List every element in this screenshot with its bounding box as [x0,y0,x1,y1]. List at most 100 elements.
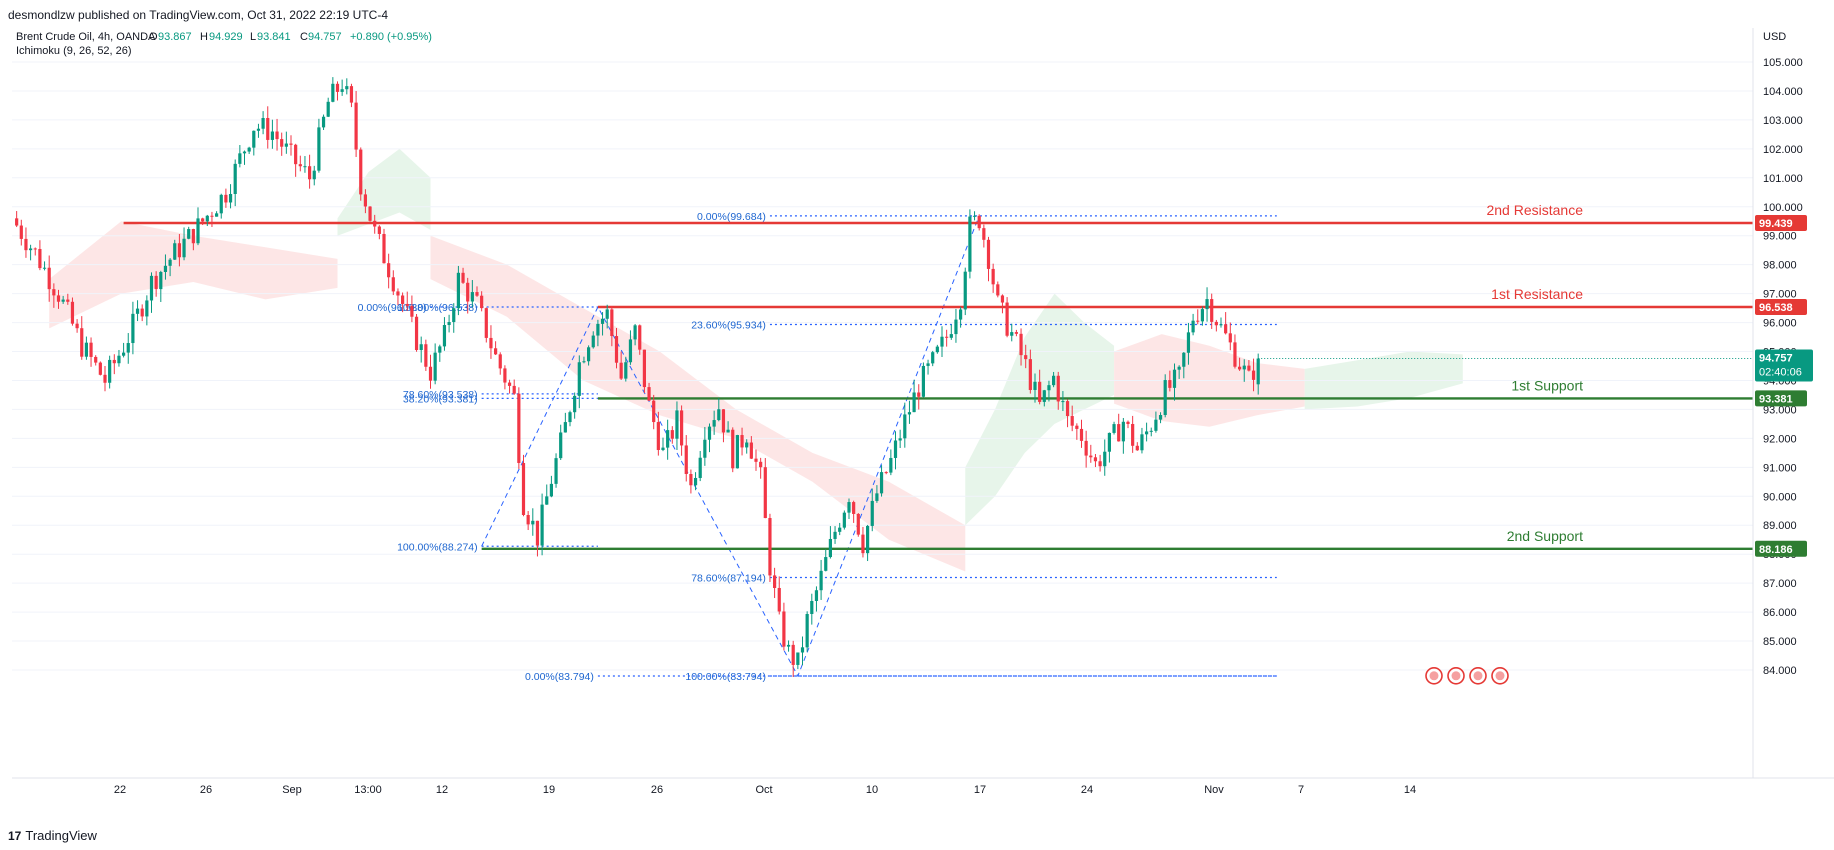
candle-body [461,272,465,283]
candle [298,155,302,172]
candle-body [122,352,126,356]
fib-level-label: 78.60%(87.194) [691,573,766,585]
fib-level-label: 38.20%(93.381) [403,393,478,405]
candle [98,361,102,376]
candle-body [140,308,144,317]
candle-body [1256,358,1260,385]
candle-body [940,336,944,347]
candle-body [1233,342,1237,367]
published-text: desmondlzw published on TradingView.com,… [8,8,388,22]
candle-body [56,295,61,302]
candle-body [98,362,102,375]
chart-area[interactable]: 0.00%(99.684) 23.60%(95.934) 78.60%(87.194… [0,28,1834,814]
candle-body [991,268,995,285]
price-chart[interactable]: 0.00%(99.684) 23.60%(95.934) 78.60%(87.194… [0,28,1834,814]
candle [131,301,135,355]
candle [1103,439,1107,476]
candle-body [1052,375,1056,386]
candle [126,333,130,364]
candle [401,292,405,313]
candle [1205,287,1209,322]
candle-body [1145,431,1149,435]
candle-body [1149,430,1153,432]
candle-body [563,422,567,433]
candle-body [419,344,423,351]
legend-change: +0.890 (+0.95%) [350,31,432,43]
candle [1200,306,1204,326]
candle [396,288,400,306]
candle-body [52,289,56,296]
candle-body [624,362,628,379]
candle-body [917,392,921,397]
candle [559,424,563,461]
candle-body [591,335,595,348]
candle-body [126,343,130,353]
candle-body [754,458,758,462]
candle [666,419,670,460]
candle [1038,369,1042,405]
candle [1219,317,1223,328]
time-tick-label: 26 [200,784,212,796]
candle [721,409,726,443]
candle [233,159,237,207]
candle-body [689,474,693,486]
candle [70,297,75,326]
candle-body [401,295,405,304]
candle [1196,309,1200,325]
candle [173,239,177,260]
cloud-bear-0 [49,221,338,329]
candle-body [1098,461,1102,467]
candle-body [517,393,521,463]
candle [261,111,265,135]
candle-body [280,139,284,147]
candle [1107,432,1111,463]
candle [47,255,51,302]
candle-body [494,348,498,355]
price-tick-label: 86.000 [1763,607,1797,619]
candle [154,271,158,297]
candle-body [433,352,437,381]
candle [517,387,521,469]
candle [433,343,437,385]
candle [215,211,219,217]
legend-indicator: Ichimoku (9, 26, 52, 26) [16,45,132,57]
candle-body [866,525,870,554]
candle [824,549,828,572]
candle [545,484,549,505]
event-marker-icon [1469,666,1487,685]
candle-body [1042,390,1046,402]
candle-body [424,344,428,367]
candle-body [103,374,107,383]
fib-level-label: 23.60%(95.934) [691,319,766,331]
candle [1089,444,1093,463]
candle [210,211,214,227]
candle-body [531,520,535,525]
tradingview-logo[interactable]: 17 TradingView [8,827,97,843]
candle [1028,349,1032,394]
candle [1177,365,1181,379]
last-price-text: 94.757 [1759,353,1793,365]
candle-body [1079,428,1084,441]
candle-body [1033,381,1037,390]
candle [573,392,577,419]
candle-body [749,442,753,459]
candle [563,412,567,433]
fib-level-label: 0.00%(96.538) [358,302,427,314]
candle [1079,419,1084,448]
candle [475,286,479,297]
cloud-bull-1 [337,148,431,236]
candle-body [828,538,832,558]
candle-body [1075,425,1079,429]
fib-level-label: 100.00%(96.538) [397,302,478,314]
candle [326,97,330,118]
candle [1154,411,1158,433]
candle-body [410,305,414,317]
candle [312,165,316,186]
candle [1131,415,1135,453]
candle-body [1242,365,1246,370]
candle [861,526,865,558]
candle-body [135,308,140,314]
candle-body [889,457,893,473]
candle [284,131,288,154]
candle [29,244,33,261]
